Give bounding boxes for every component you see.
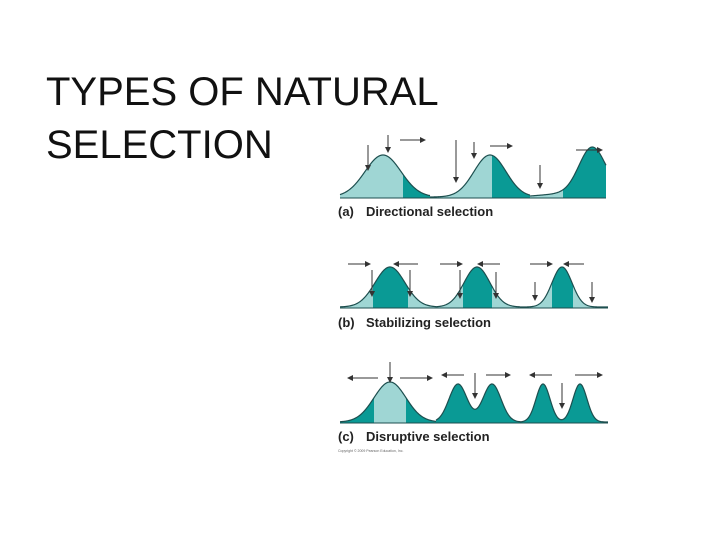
curve-outline [429,154,531,198]
panel-label: Directional selection [366,204,493,219]
curve-dark [436,383,520,423]
panel-label: Disruptive selection [366,429,490,444]
curve-dark [492,155,530,198]
curve-outline [519,266,608,308]
curve-outline [339,266,437,308]
curve-dark [520,383,608,423]
curve-outline [435,383,521,423]
arrows [347,135,603,409]
curve-dark [373,267,408,308]
curve-light [374,382,406,423]
panel-label: Stabilizing selection [366,315,491,330]
curve-dark [563,147,606,198]
slide-title: TYPES OF NATURAL SELECTION [46,70,438,167]
panel-letter: (a) [338,204,354,219]
curve-outline [435,266,521,308]
curve-outline [339,154,431,197]
curves [339,146,609,424]
copyright: Copyright © 2009 Pearson Education, Inc. [338,449,403,453]
curve-dark [403,174,430,198]
panel-letter: (c) [338,429,354,444]
panel-letter: (b) [338,315,355,330]
curve-dark [552,267,573,308]
curve-outline [519,383,609,423]
curve-dark [463,267,492,308]
curve-outline [529,146,607,197]
